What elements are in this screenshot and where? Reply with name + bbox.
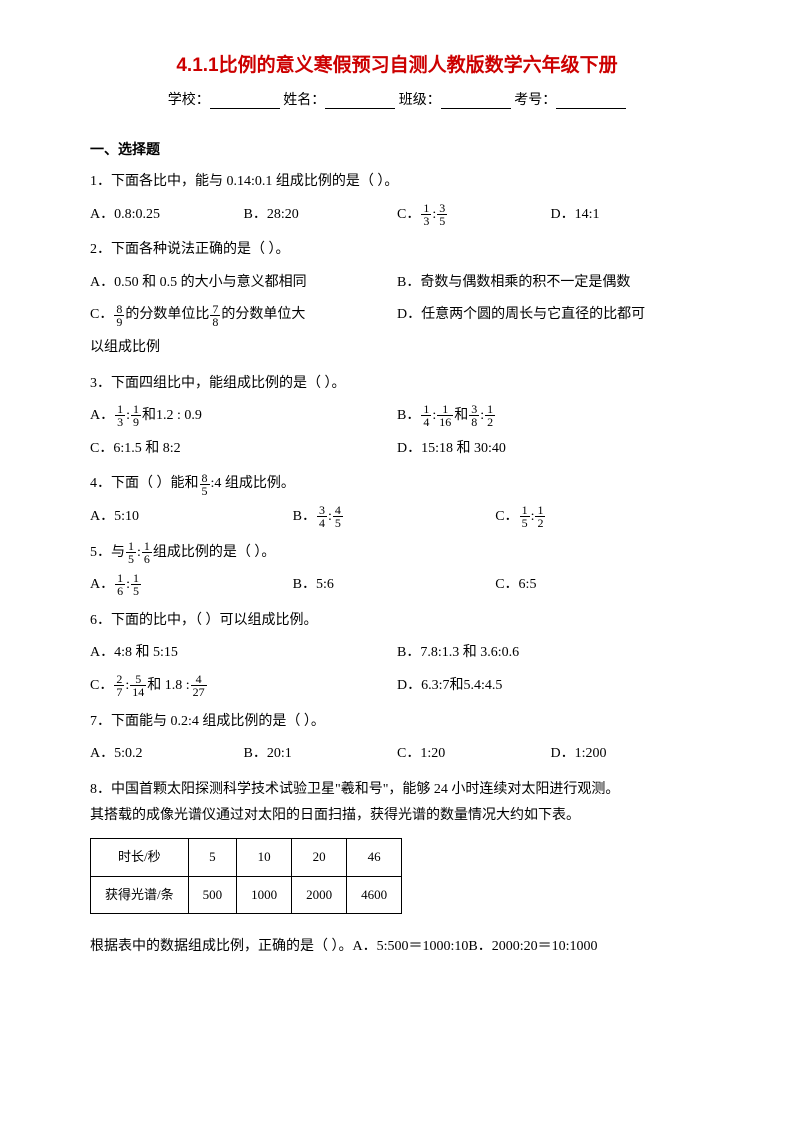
q3-row2: C．6:1.5 和 8:2 D．15:18 和 30:40 — [90, 436, 704, 463]
q7-opt-b: B．20:1 — [244, 741, 398, 768]
q8-line1: 8．中国首颗太阳探测科学技术试验卫星"羲和号"，能够 24 小时连续对太阳进行观… — [90, 777, 704, 804]
q6-opt-c: C．27:514和 1.8 :427 — [90, 673, 397, 700]
question-3: 3．下面四组比中，能组成比例的是（ ）。 A．13:19和1.2 : 0.9 B… — [90, 371, 704, 463]
t-c4: 46 — [347, 838, 402, 876]
question-7: 7．下面能与 0.2:4 组成比例的是（ ）。 A．5:0.2 B．20:1 C… — [90, 709, 704, 768]
t-c3: 20 — [292, 838, 347, 876]
q2-row1: A．0.50 和 0.5 的大小与意义都相同 B．奇数与偶数相乘的积不一定是偶数 — [90, 270, 704, 297]
question-6: 6．下面的比中，（ ）可以组成比例。 A．4:8 和 5:15 B．7.8:1.… — [90, 608, 704, 700]
name-blank — [325, 94, 395, 109]
q2-text: 2．下面各种说法正确的是（ ）。 — [90, 237, 704, 264]
q2-tail: 以组成比例 — [90, 335, 704, 362]
q3-opt-c: C．6:1.5 和 8:2 — [90, 436, 397, 463]
q7-opt-a: A．5:0.2 — [90, 741, 244, 768]
q4-opt-b: B．34:45 — [293, 504, 496, 531]
q1-options: A．0.8:0.25 B．28:20 C．13:35 D．14:1 — [90, 202, 704, 229]
q5-opt-c: C．6:5 — [495, 572, 698, 599]
info-line: 学校： 姓名： 班级： 考号： — [90, 89, 704, 109]
t-h2: 获得光谱/条 — [91, 876, 189, 914]
question-1: 1．下面各比中，能与 0.14:0.1 组成比例的是（ ）。 A．0.8:0.2… — [90, 169, 704, 228]
q6-row2: C．27:514和 1.8 :427 D．6.3:7和5.4:4.5 — [90, 673, 704, 700]
q5-opt-a: A．16:15 — [90, 572, 293, 599]
question-4: 4．下面（ ）能和85:4 组成比例。 A．5:10 B．34:45 C．15:… — [90, 471, 704, 530]
q1-text: 1．下面各比中，能与 0.14:0.1 组成比例的是（ ）。 — [90, 169, 704, 196]
t-h1: 时长/秒 — [91, 838, 189, 876]
q1-opt-a: A．0.8:0.25 — [90, 202, 244, 229]
question-8: 8．中国首颗太阳探测科学技术试验卫星"羲和号"，能够 24 小时连续对太阳进行观… — [90, 777, 704, 961]
q3-opt-a: A．13:19和1.2 : 0.9 — [90, 403, 397, 430]
q8-line2: 其搭载的成像光谱仪通过对太阳的日面扫描，获得光谱的数量情况大约如下表。 — [90, 803, 704, 830]
t-d2: 1000 — [237, 876, 292, 914]
q6-opt-d: D．6.3:7和5.4:4.5 — [397, 673, 704, 700]
school-label: 学校： — [168, 93, 210, 108]
question-5: 5．与15:16组成比例的是（ ）。 A．16:15 B．5:6 C．6:5 — [90, 540, 704, 599]
q7-text: 7．下面能与 0.2:4 组成比例的是（ ）。 — [90, 709, 704, 736]
question-2: 2．下面各种说法正确的是（ ）。 A．0.50 和 0.5 的大小与意义都相同 … — [90, 237, 704, 361]
t-c2: 10 — [237, 838, 292, 876]
q6-opt-a: A．4:8 和 5:15 — [90, 640, 397, 667]
q6-opt-b: B．7.8:1.3 和 3.6:0.6 — [397, 640, 704, 667]
class-label: 班级： — [399, 93, 441, 108]
q2-opt-a: A．0.50 和 0.5 的大小与意义都相同 — [90, 270, 397, 297]
q1-opt-d: D．14:1 — [551, 202, 705, 229]
exam-label: 考号： — [514, 93, 556, 108]
q3-text: 3．下面四组比中，能组成比例的是（ ）。 — [90, 371, 704, 398]
q2-opt-d: D．任意两个圆的周长与它直径的比都可 — [397, 302, 704, 329]
q2-opt-c: C．89的分数单位比78的分数单位大 — [90, 302, 397, 329]
q3-row1: A．13:19和1.2 : 0.9 B．14:116和38:12 — [90, 403, 704, 430]
q3-opt-b: B．14:116和38:12 — [397, 403, 704, 430]
t-c1: 5 — [188, 838, 237, 876]
q7-opt-c: C．1:20 — [397, 741, 551, 768]
q5-opt-b: B．5:6 — [293, 572, 496, 599]
q5-options: A．16:15 B．5:6 C．6:5 — [90, 572, 704, 599]
q2-opt-b: B．奇数与偶数相乘的积不一定是偶数 — [397, 270, 704, 297]
q5-text: 5．与15:16组成比例的是（ ）。 — [90, 540, 704, 567]
q2-row2: C．89的分数单位比78的分数单位大 D．任意两个圆的周长与它直径的比都可 — [90, 302, 704, 329]
q1-opt-c: C．13:35 — [397, 202, 551, 229]
q8-table: 时长/秒 5 10 20 46 获得光谱/条 500 1000 2000 460… — [90, 838, 402, 914]
q8-line3: 根据表中的数据组成比例，正确的是（ ）。A．5:500＝1000:10B．200… — [90, 934, 704, 961]
t-d1: 500 — [188, 876, 237, 914]
t-d3: 2000 — [292, 876, 347, 914]
class-blank — [441, 94, 511, 109]
q1-opt-b: B．28:20 — [244, 202, 398, 229]
school-blank — [210, 94, 280, 109]
q4-opt-a: A．5:10 — [90, 504, 293, 531]
q6-row1: A．4:8 和 5:15 B．7.8:1.3 和 3.6:0.6 — [90, 640, 704, 667]
q4-opt-c: C．15:12 — [495, 504, 698, 531]
q4-options: A．5:10 B．34:45 C．15:12 — [90, 504, 704, 531]
q4-text: 4．下面（ ）能和85:4 组成比例。 — [90, 471, 704, 498]
name-label: 姓名： — [283, 93, 325, 108]
section-title: 一、选择题 — [90, 139, 704, 159]
q3-opt-d: D．15:18 和 30:40 — [397, 436, 704, 463]
exam-blank — [556, 94, 626, 109]
page-title: 4.1.1比例的意义寒假预习自测人教版数学六年级下册 — [90, 50, 704, 77]
q7-options: A．5:0.2 B．20:1 C．1:20 D．1:200 — [90, 741, 704, 768]
q6-text: 6．下面的比中，（ ）可以组成比例。 — [90, 608, 704, 635]
q7-opt-d: D．1:200 — [551, 741, 705, 768]
t-d4: 4600 — [347, 876, 402, 914]
